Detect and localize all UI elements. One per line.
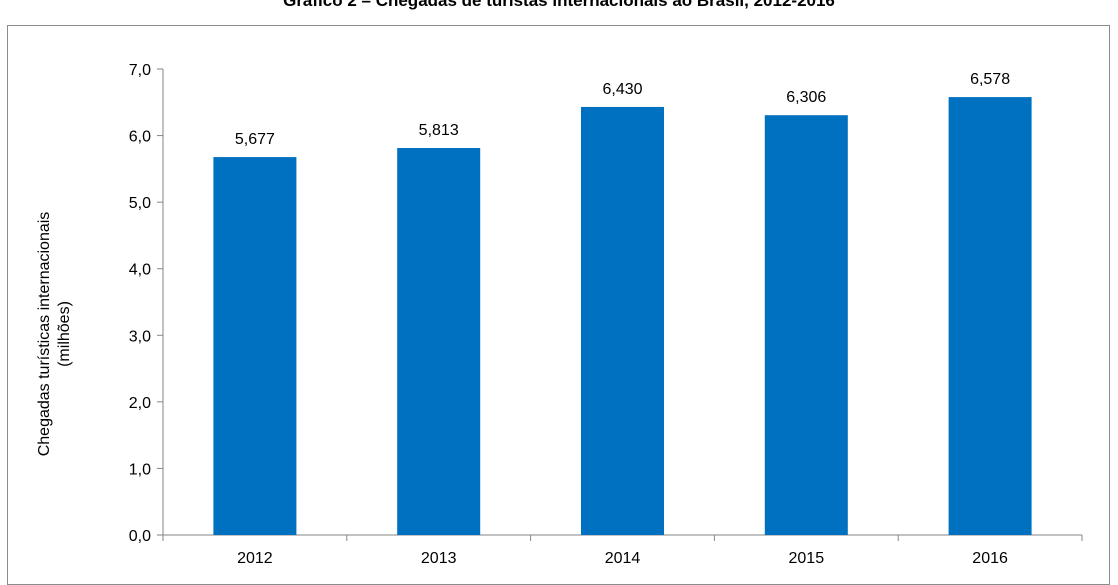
data-label-2014: 6,430 bbox=[602, 81, 642, 98]
data-label-2013: 5,813 bbox=[419, 122, 459, 139]
y-tick-label: 0,0 bbox=[129, 528, 151, 545]
x-tick-label-2012: 2012 bbox=[237, 550, 273, 567]
bars-group bbox=[213, 97, 1032, 536]
data-label-2016: 6,578 bbox=[970, 71, 1010, 88]
chart-title: Gráfico 2 – Chegadas de turistas interna… bbox=[283, 0, 835, 10]
y-tick-label: 1,0 bbox=[129, 461, 151, 478]
bar-2015 bbox=[764, 115, 848, 536]
x-tick-label-2016: 2016 bbox=[972, 550, 1008, 567]
data-label-2015: 6,306 bbox=[786, 89, 826, 106]
bar-2013 bbox=[397, 148, 481, 536]
y-tick-label: 4,0 bbox=[129, 262, 151, 279]
y-tick-label: 5,0 bbox=[129, 195, 151, 212]
y-tick-label: 3,0 bbox=[129, 328, 151, 345]
x-tick-label-2014: 2014 bbox=[605, 550, 641, 567]
x-tick-label-2015: 2015 bbox=[789, 550, 825, 567]
y-tick-label: 6,0 bbox=[129, 129, 151, 146]
bar-2014 bbox=[581, 106, 664, 536]
bar-2012 bbox=[213, 157, 297, 535]
data-label-2012: 5,677 bbox=[235, 131, 275, 148]
y-axis-label-line-2: (milhões) bbox=[56, 301, 73, 367]
y-axis-label-line-1: Chegadas turísticas internacionais bbox=[36, 212, 53, 457]
bar-2016 bbox=[948, 97, 1032, 535]
y-tick-label: 2,0 bbox=[129, 395, 151, 412]
x-tick-label-2013: 2013 bbox=[421, 550, 457, 567]
labels-group: 5,677 2012 5,813 2013 6,430 2014 6,306 2015 6,57… bbox=[235, 71, 1010, 567]
y-tick-label: 7,0 bbox=[129, 62, 151, 79]
